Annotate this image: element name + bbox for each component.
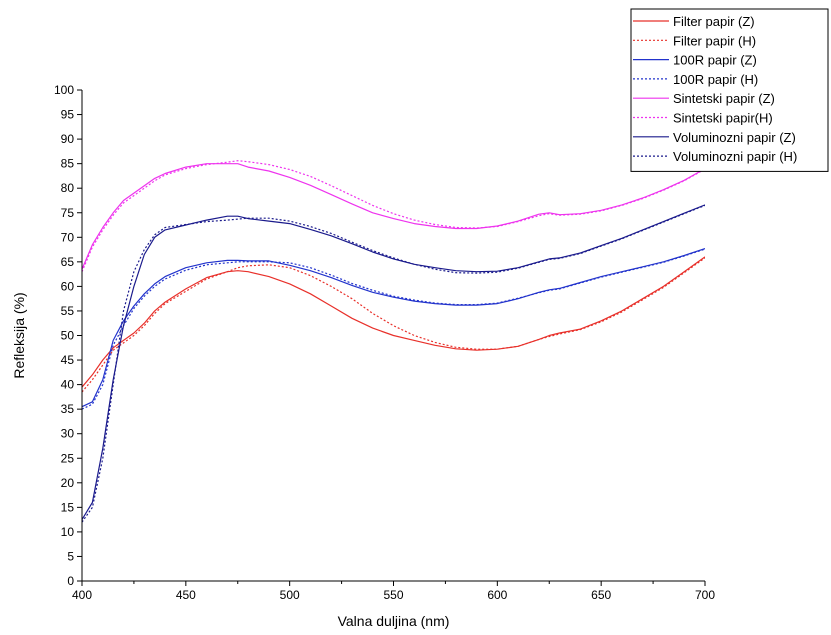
legend-label: 100R papir (Z) — [673, 53, 757, 68]
x-tick-label: 700 — [695, 588, 715, 602]
x-tick-label: 650 — [591, 588, 611, 602]
y-tick-label: 65 — [61, 255, 75, 269]
series-line-5 — [82, 163, 705, 270]
legend-label: Voluminozni papir (Z) — [673, 130, 796, 145]
y-tick-label: 20 — [61, 476, 75, 490]
y-tick-label: 25 — [61, 451, 75, 465]
legend-box — [630, 8, 829, 172]
series-line-7 — [82, 204, 705, 520]
y-tick-label: 15 — [61, 500, 75, 514]
series-line-3 — [82, 248, 705, 408]
series-line-8 — [82, 204, 705, 523]
series-line-1 — [82, 256, 705, 388]
legend-label: Filter papir (Z) — [673, 14, 755, 29]
y-tick-label: 95 — [61, 108, 75, 122]
y-tick-label: 100 — [54, 83, 74, 97]
y-tick-label: 10 — [61, 525, 75, 539]
x-tick-label: 600 — [487, 588, 507, 602]
y-tick-label: 45 — [61, 353, 75, 367]
y-ticks: 0 5 10 15 20 25 30 35 40 45 50 55 60 65 70 75 80 85 90 95 10… — [54, 83, 82, 588]
series-lines — [82, 160, 705, 523]
legend-label: Sintetski papir(H) — [673, 111, 773, 126]
y-tick-label: 50 — [61, 329, 75, 343]
y-tick-label: 85 — [61, 157, 75, 171]
legend-label: Filter papir (H) — [673, 33, 756, 48]
y-tick-label: 0 — [67, 574, 74, 588]
x-axis-title: Valna duljina (nm) — [338, 613, 450, 629]
legend-label: Sintetski papir (Z) — [673, 91, 775, 106]
y-tick-label: 75 — [61, 206, 75, 220]
y-tick-label: 55 — [61, 304, 75, 318]
series-line-2 — [82, 257, 705, 393]
y-tick-label: 35 — [61, 402, 75, 416]
y-tick-label: 80 — [61, 181, 75, 195]
y-tick-label: 90 — [61, 132, 75, 146]
legend-label: Voluminozni papir (H) — [673, 149, 797, 164]
y-tick-label: 5 — [67, 549, 74, 563]
y-tick-label: 30 — [61, 427, 75, 441]
x-ticks: 400 450 500 550 600 650 700 — [72, 581, 715, 602]
y-tick-label: 70 — [61, 230, 75, 244]
y-tick-label: 60 — [61, 279, 75, 293]
x-tick-label: 500 — [280, 588, 300, 602]
x-tick-label: 450 — [176, 588, 196, 602]
legend-label: 100R papir (H) — [673, 72, 758, 87]
x-tick-label: 400 — [72, 588, 92, 602]
series-line-6 — [82, 160, 705, 272]
series-line-4 — [82, 248, 705, 410]
legend: Filter papir (Z) Filter papir (H) 100R pap… — [630, 8, 829, 172]
y-tick-label: 40 — [61, 378, 75, 392]
y-axis-title: Refleksija (%) — [11, 292, 27, 378]
x-tick-label: 550 — [383, 588, 403, 602]
